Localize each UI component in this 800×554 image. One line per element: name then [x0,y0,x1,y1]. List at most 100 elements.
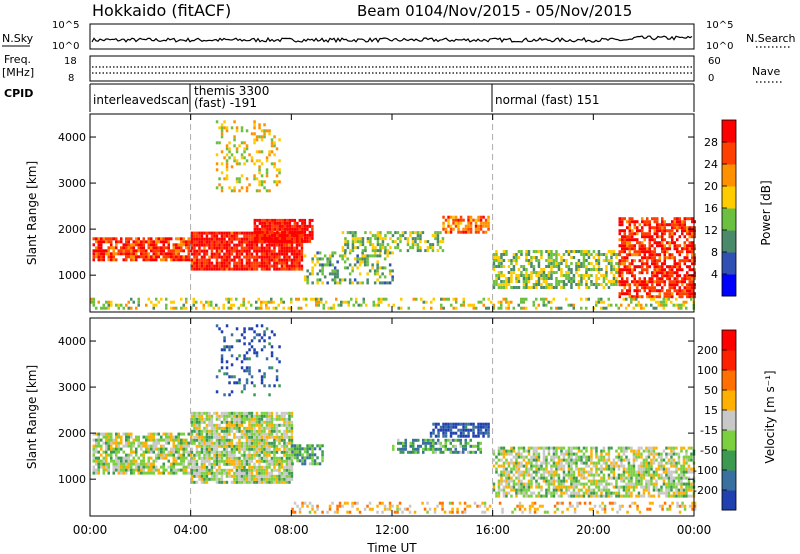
ytick-label: 4000 [58,131,86,144]
colorbar-tick-label: 8 [711,246,718,259]
freq-tick-left-top: 18 [64,56,77,67]
time-tick-label: 12:00 [375,523,410,537]
power-band-9 [90,297,695,310]
freq-tick-right-bottom: 0 [708,73,714,84]
colorbar-swatch [722,450,736,471]
power-band-6 [215,120,281,193]
freq-tick-left-bottom: 8 [68,73,74,84]
time-tick-label: 08:00 [274,523,309,537]
power-band-7 [492,250,621,289]
time-tick-label: 00:00 [677,523,712,537]
colorbar-swatch [722,430,736,451]
colorbar-swatch [722,490,736,511]
colorbar-swatch [722,164,736,187]
velocity-band-1 [190,411,294,484]
time-axis-label: Time UT [366,541,417,554]
colorbar-tick-label: 200 [697,344,718,357]
velocity-band-2 [291,444,324,466]
velocity-band-0 [92,432,193,475]
power-colorbar-label: Power [dB] [759,180,773,245]
ytick-label: 3000 [58,177,86,190]
power-band-5 [442,215,490,234]
colorbar-swatch [722,274,736,297]
cpid-change-lines [190,114,494,516]
time-tick-label: 00:00 [73,523,108,537]
colorbar-tick-label: 100 [697,364,718,377]
noise-tick-left-bottom: 10^0 [52,41,79,52]
colorbar-swatch [722,410,736,431]
noise-tick-left-top: 10^5 [52,20,79,31]
nave-label: Nave [752,65,780,78]
time-axis: 00:00 04:00 08:00 12:00 16:00 20:00 00:00 [73,114,712,537]
power-y-axis: 1000 2000 3000 4000 [58,131,694,282]
colorbar-tick-label: 50 [704,384,718,397]
beam-label: Beam 01 [357,2,424,20]
cpid-segment-1-line2: (fast) -191 [194,96,257,110]
velocity-band-3 [429,422,490,438]
colorbar-tick-label: 24 [704,158,718,171]
colorbar-tick-label: -50 [700,444,718,457]
velocity-band-7 [215,324,281,397]
noise-tick-right-top: 10^5 [706,20,733,31]
power-band-3 [303,251,394,285]
freq-tick-right-top: 60 [708,56,721,67]
velocity-ylabel: Slant Range [km] [25,365,39,469]
colorbar-tick-label: -100 [693,464,718,477]
noise-strip: 10^5 10^0 10^5 10^0 [52,20,733,52]
cpid-strip: interleavedscan themis 3300 (fast) -191 … [89,83,695,112]
ytick-label: 3000 [58,381,86,394]
ytick-label: 2000 [58,223,86,236]
ytick-label: 2000 [58,427,86,440]
time-tick-label: 20:00 [576,523,611,537]
colorbar-swatch [722,208,736,231]
colorbar-tick-label: 4 [711,268,718,281]
velocity-band-6 [291,501,697,514]
freq-label-2: [MHz] [2,66,34,79]
power-data-cells [90,120,696,310]
cpid-label: CPID [4,87,33,100]
velocity-data-cells [92,324,697,514]
freq-label-1: Freq. [4,53,31,66]
station-title: Hokkaido (fitACF) [92,1,231,20]
power-band-0 [92,237,193,262]
cpid-segment-0: interleavedscan [93,93,189,107]
velocity-y-axis: 1000 2000 3000 4000 [58,335,694,486]
colorbar-tick-label: 12 [704,224,718,237]
power-band-8 [618,217,696,299]
velocity-colorbar-label: Velocity [m s⁻¹] [763,370,777,463]
colorbar-tick-label: 28 [704,136,718,149]
colorbar-swatch [722,230,736,253]
power-band-2 [253,218,314,243]
noise-tick-right-bottom: 10^0 [706,41,733,52]
power-band-1 [190,231,304,271]
velocity-colorbar: 200 100 50 15 -15 -50 -100 -200 [693,329,737,511]
velocity-band-5 [492,446,696,498]
ytick-label: 1000 [58,473,86,486]
colorbar-swatch [722,470,736,491]
ytick-label: 1000 [58,269,86,282]
power-band-4 [341,231,445,253]
date-range: 04/Nov/2015 - 05/Nov/2015 [424,2,632,20]
frequency-strip: 18 8 60 0 [64,55,721,84]
colorbar-tick-label: 15 [704,404,718,417]
colorbar-swatch [722,390,736,411]
power-ylabel: Slant Range [km] [25,161,39,265]
colorbar-tick-label: 16 [704,202,718,215]
cpid-segment-1-line1: themis 3300 [194,84,269,98]
cpid-segment-2: normal (fast) 151 [495,93,599,107]
colorbar-swatch [722,252,736,275]
colorbar-tick-label: 20 [704,180,718,193]
velocity-band-4 [392,438,482,454]
colorbar-swatch [722,120,736,143]
colorbar-swatch [722,142,736,165]
colorbar-swatch [722,186,736,209]
nsky-label: N.Sky [2,32,34,45]
nsearch-label: N.Search [746,32,796,45]
power-colorbar: 4 8 12 16 20 24 28 [704,119,737,297]
time-tick-label: 04:00 [173,523,208,537]
ytick-label: 4000 [58,335,86,348]
colorbar-tick-label: -15 [700,424,718,437]
colorbar-swatch [722,370,736,391]
